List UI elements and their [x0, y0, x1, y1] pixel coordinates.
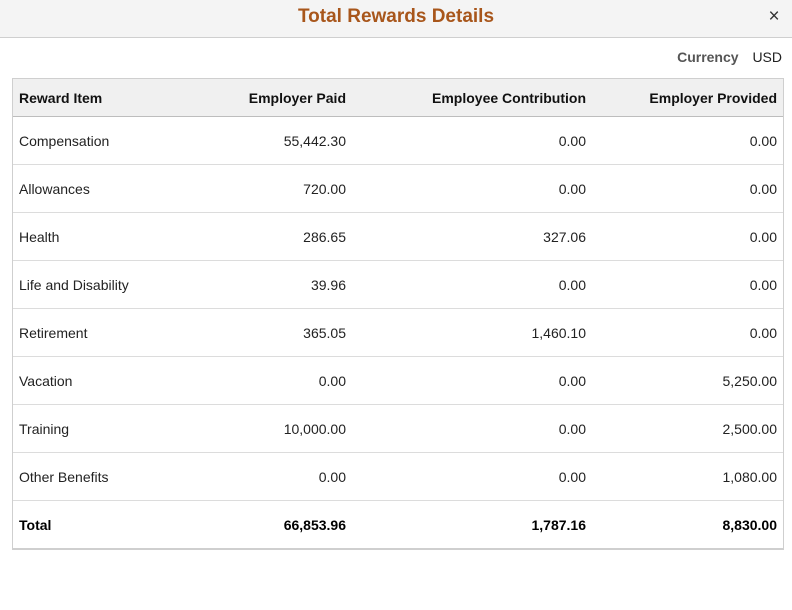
reward-item: Life and Disability: [13, 260, 195, 309]
employee-contribution: 0.00: [352, 260, 592, 309]
currency-value: USD: [752, 49, 782, 65]
employer-paid: 0.00: [195, 452, 352, 501]
dialog-title: Total Rewards Details: [297, 6, 495, 27]
employer-paid: 365.05: [195, 308, 352, 357]
total-employee-contribution: 1,787.16: [531, 516, 587, 533]
employee-contribution: 0.00: [352, 452, 592, 501]
reward-item: Other Benefits: [13, 452, 195, 501]
employer-paid: 55,442.30: [195, 116, 352, 165]
close-icon[interactable]: ×: [768, 6, 780, 27]
employer-paid: 10,000.00: [195, 404, 352, 453]
reward-item: Vacation: [13, 356, 195, 405]
table-row: Retirement 365.05 1,460.10 0.00: [13, 308, 783, 357]
reward-item: Training: [13, 404, 195, 453]
table-row: Life and Disability 39.96 0.00 0.00: [13, 260, 783, 309]
table-row: Allowances 720.00 0.00 0.00: [13, 164, 783, 213]
employer-paid: 39.96: [195, 260, 352, 309]
employer-provided: 0.00: [592, 260, 783, 309]
employee-contribution: 0.00: [352, 164, 592, 213]
employer-provided: 5,250.00: [592, 356, 783, 405]
rewards-table: Reward Item Employer Paid Employee Contr…: [12, 78, 784, 550]
table-row: Vacation 0.00 0.00 5,250.00: [13, 356, 783, 405]
employee-contribution: 327.06: [352, 212, 592, 261]
employer-provided: 0.00: [592, 212, 783, 261]
total-label: Total: [19, 516, 52, 533]
employee-contribution: 0.00: [352, 404, 592, 453]
table-row: Compensation 55,442.30 0.00 0.00: [13, 116, 783, 165]
employer-provided: 2,500.00: [592, 404, 783, 453]
column-header-employer-paid: Employer Paid: [195, 79, 352, 117]
currency-display: Currency USD: [677, 47, 782, 67]
column-header-employee-contribution: Employee Contribution: [352, 79, 592, 117]
reward-item: Compensation: [13, 116, 195, 165]
total-employer-paid: 66,853.96: [283, 516, 346, 533]
dialog-header: Total Rewards Details ×: [0, 0, 792, 38]
employer-provided: 0.00: [592, 308, 783, 357]
employee-contribution: 1,460.10: [352, 308, 592, 357]
reward-item: Allowances: [13, 164, 195, 213]
column-header-reward-item: Reward Item: [13, 79, 195, 117]
table-row: Health 286.65 327.06 0.00: [13, 212, 783, 261]
employee-contribution: 0.00: [352, 356, 592, 405]
employer-provided: 1,080.00: [592, 452, 783, 501]
employer-provided: 0.00: [592, 164, 783, 213]
employer-provided: 0.00: [592, 116, 783, 165]
reward-item: Health: [13, 212, 195, 261]
column-header-employer-provided: Employer Provided: [592, 79, 783, 117]
total-row: Total 66,853.96 1,787.16 8,830.00: [13, 501, 783, 549]
currency-label: Currency: [677, 49, 739, 65]
table-row: Other Benefits 0.00 0.00 1,080.00: [13, 452, 783, 501]
total-employer-provided: 8,830.00: [722, 516, 778, 533]
employee-contribution: 0.00: [352, 116, 592, 165]
table-row: Training 10,000.00 0.00 2,500.00: [13, 404, 783, 453]
employer-paid: 286.65: [195, 212, 352, 261]
table-header-row: Reward Item Employer Paid Employee Contr…: [13, 79, 783, 117]
reward-item: Retirement: [13, 308, 195, 357]
employer-paid: 0.00: [195, 356, 352, 405]
employer-paid: 720.00: [195, 164, 352, 213]
